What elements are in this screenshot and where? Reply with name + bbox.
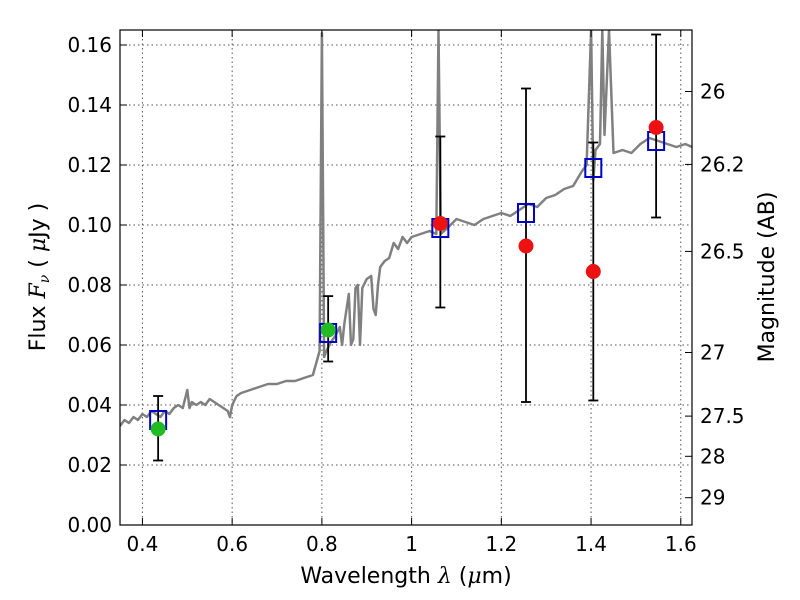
y-tick-label: 0.10 bbox=[67, 213, 112, 237]
y2-tick-label: 29 bbox=[700, 486, 725, 510]
model-photometry-box bbox=[517, 203, 536, 223]
y-tick-label: 0.08 bbox=[67, 273, 112, 297]
y2-tick-label: 26.5 bbox=[700, 239, 745, 263]
x-tick-label: 1.6 bbox=[665, 532, 697, 556]
model-spectrum-line bbox=[120, 30, 692, 427]
green-data-point bbox=[320, 322, 336, 338]
y-tick-label: 0.04 bbox=[67, 393, 112, 417]
x-tick-label: 0.8 bbox=[306, 532, 338, 556]
y-tick-label: 0.12 bbox=[67, 153, 112, 177]
y-tick-label: 0.02 bbox=[67, 453, 112, 477]
grid bbox=[120, 30, 692, 525]
y-tick-label: 0.14 bbox=[67, 93, 112, 117]
plot-frame bbox=[119, 29, 693, 526]
red-data-point bbox=[518, 238, 534, 254]
red-data-point bbox=[432, 216, 448, 231]
y2-axis-label: Magnitude (AB) bbox=[755, 192, 780, 363]
y2-tick-label: 28 bbox=[700, 444, 725, 468]
red-data-point bbox=[585, 264, 601, 279]
x-tick-label: 0.4 bbox=[127, 532, 159, 556]
red-data-point bbox=[648, 120, 664, 135]
y2-tick-label: 27.5 bbox=[700, 404, 745, 428]
y-tick-label: 0.00 bbox=[67, 513, 112, 537]
y-axis-label: Flux Fν ( μJy ) bbox=[26, 203, 53, 352]
y2-tick-label: 26 bbox=[700, 80, 725, 104]
model-photometry-box bbox=[584, 158, 603, 178]
x-tick-label: 1.2 bbox=[485, 532, 517, 556]
y2-tick-label: 27 bbox=[700, 341, 725, 365]
x-tick-label: 1.4 bbox=[575, 532, 607, 556]
x-tick-label: 0.6 bbox=[216, 532, 248, 556]
plot-area bbox=[120, 30, 692, 462]
y2-tick-label: 26.2 bbox=[700, 152, 745, 176]
x-axis-label: Wavelength λ (μm) bbox=[300, 564, 511, 589]
y-tick-label: 0.06 bbox=[67, 333, 112, 357]
y-tick-label: 0.16 bbox=[67, 33, 112, 57]
axes: 0.4 0.6 0.8 1 1.2 1.4 1.6 0.00 0.02 0.04 0.06 0.08 0… bbox=[67, 30, 745, 556]
green-data-point bbox=[150, 421, 166, 437]
x-tick-label: 1 bbox=[405, 532, 418, 556]
